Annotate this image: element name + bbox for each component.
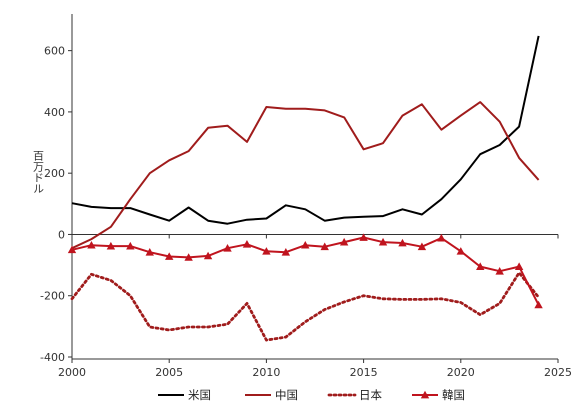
series-point-marker [339, 237, 349, 246]
legend-label-3: 韓国 [442, 388, 465, 402]
series-point-marker [534, 300, 543, 309]
series-point-marker [165, 252, 174, 260]
x-tick-label: 2025 [544, 366, 572, 379]
series-point-marker [262, 247, 271, 255]
chart-series-layer [67, 35, 543, 342]
series-point-marker [301, 240, 310, 249]
y-tick-label: 200 [44, 167, 65, 180]
series-point-marker [184, 253, 193, 261]
series-point-marker [398, 238, 407, 247]
y-tick-label: 0 [58, 228, 65, 241]
series-point-marker [145, 248, 154, 256]
x-tick-label: 2000 [58, 366, 86, 379]
series-point-marker [456, 247, 465, 255]
series-point-marker [514, 262, 524, 270]
series-point-marker [437, 233, 446, 242]
chart-legend: 米国 中国 日本 韓国 [158, 388, 465, 402]
series-point-marker [203, 251, 213, 260]
series-point-marker [126, 241, 135, 250]
series-point-marker [223, 244, 232, 252]
series-point-marker [281, 248, 291, 256]
y-tick-label: -200 [40, 290, 65, 303]
legend-label-2: 日本 [359, 388, 382, 402]
series-point-marker [87, 240, 96, 249]
x-tick-label: 2015 [350, 366, 378, 379]
x-tick-label: 2010 [252, 366, 280, 379]
x-tick-label: 2020 [447, 366, 475, 379]
series-line-2 [70, 271, 540, 342]
y-axis-label: 百万ドル [32, 150, 45, 194]
y-tick-label: -400 [40, 351, 65, 364]
series-point-marker [320, 242, 329, 251]
legend-marker-3 [420, 390, 430, 399]
legend-label-0: 米国 [188, 388, 211, 402]
series-point-marker [67, 245, 77, 254]
series-point-marker [476, 262, 485, 270]
series-point-marker [495, 267, 504, 275]
legend-label-1: 中国 [275, 388, 298, 402]
series-point-marker [417, 242, 427, 251]
series-point-marker [359, 233, 368, 241]
x-tick-label: 2005 [155, 366, 183, 379]
series-point-marker [242, 240, 252, 248]
series-line-0 [71, 35, 540, 225]
series-point-marker [378, 237, 388, 246]
series-line-1 [71, 101, 540, 250]
y-tick-label: 400 [44, 106, 65, 119]
y-tick-label: 600 [44, 45, 65, 58]
series-point-marker [106, 241, 116, 250]
